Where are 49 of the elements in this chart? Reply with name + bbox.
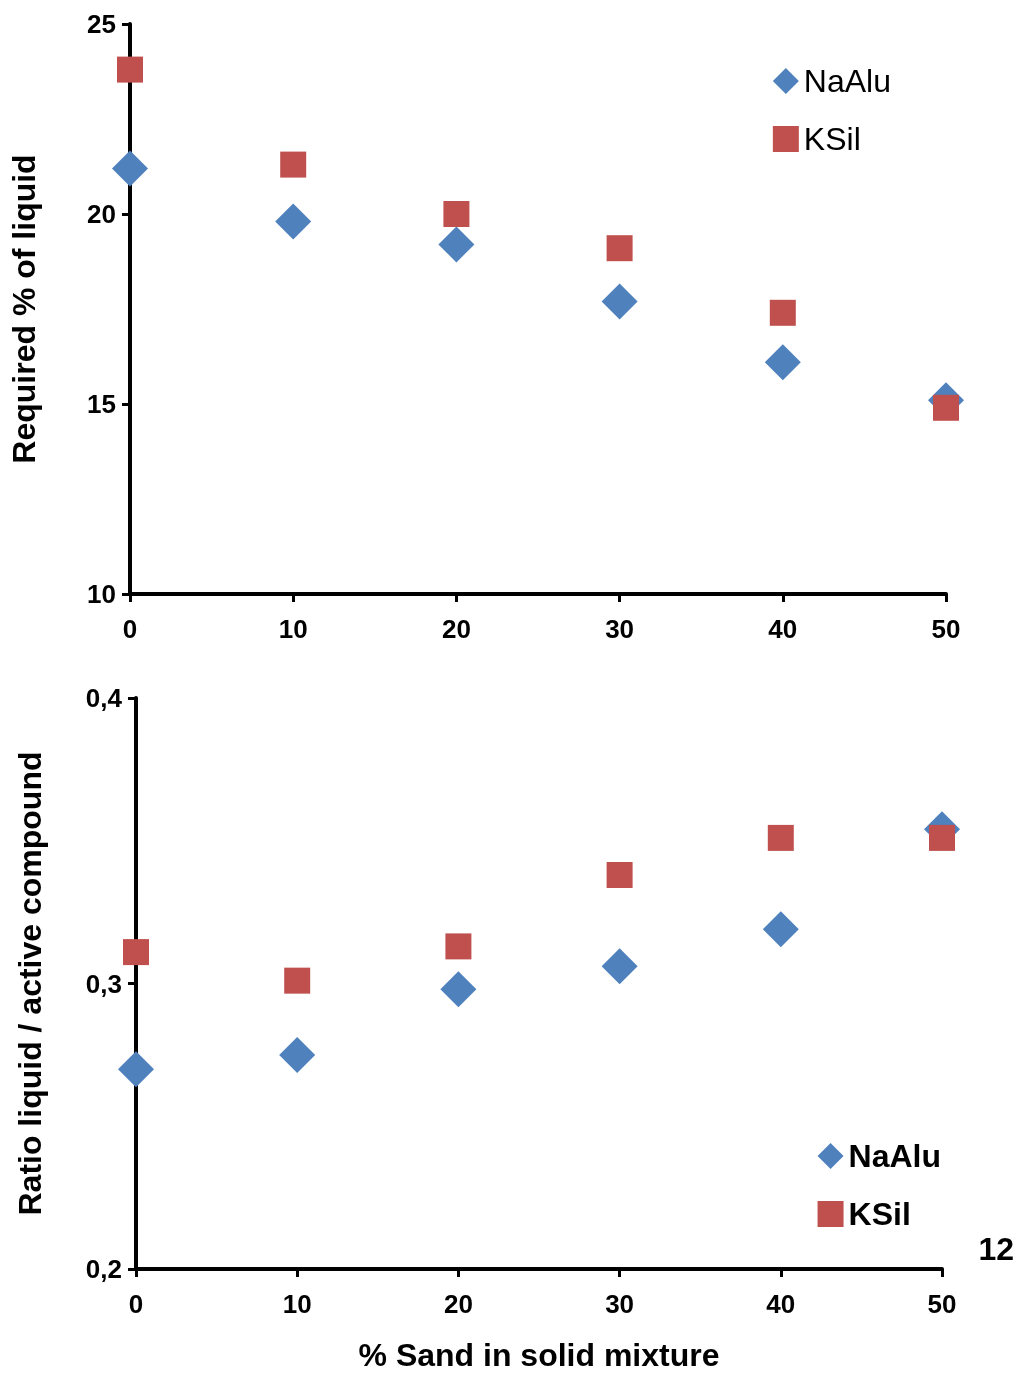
- point: [118, 1051, 154, 1088]
- y-tick-label: 25: [87, 9, 116, 39]
- legend-label: KSil: [803, 121, 861, 157]
- point: [933, 394, 959, 421]
- point: [764, 344, 801, 381]
- y-tick-label: 20: [87, 199, 116, 229]
- point: [769, 299, 796, 326]
- point: [275, 203, 312, 240]
- point: [601, 948, 638, 985]
- point: [117, 56, 143, 83]
- x-axis-title: % Sand in solid mixture: [358, 1337, 720, 1373]
- y-axis-title: Required % of liquid: [6, 154, 42, 464]
- x-tick-label: 50: [931, 614, 961, 644]
- point: [767, 824, 794, 851]
- point: [929, 824, 955, 851]
- point: [284, 967, 311, 994]
- x-tick-label: 20: [441, 614, 471, 644]
- x-tick-label: 0: [128, 1289, 144, 1319]
- point: [112, 150, 148, 187]
- point: [762, 911, 799, 948]
- y-tick-label: 0,4: [85, 683, 123, 713]
- x-tick-label: 30: [605, 1289, 635, 1319]
- x-tick-label: 20: [443, 1289, 473, 1319]
- x-tick-label: 0: [122, 614, 138, 644]
- x-tick-label: 30: [605, 614, 635, 644]
- point: [123, 939, 149, 966]
- point: [443, 201, 470, 227]
- point: [280, 151, 307, 178]
- x-tick-label: 50: [927, 1289, 957, 1319]
- point: [606, 235, 633, 262]
- y-tick-label: 10: [87, 579, 116, 609]
- text: 12: [978, 1231, 1014, 1267]
- legend-label: NaAlu: [803, 63, 891, 99]
- point: [438, 226, 475, 263]
- x-tick-label: 40: [766, 1289, 796, 1319]
- x-tick-label: 10: [278, 614, 308, 644]
- legend-label: KSil: [848, 1196, 911, 1232]
- y-axis-title: Ratio liquid / active compound: [12, 751, 48, 1216]
- point: [279, 1036, 316, 1073]
- x-tick-label: 10: [282, 1289, 312, 1319]
- y-tick-label: 15: [87, 389, 116, 419]
- y-tick-label: 0,2: [85, 1254, 122, 1284]
- point: [601, 283, 638, 320]
- x-tick-label: 40: [768, 614, 798, 644]
- point: [606, 862, 633, 889]
- point: [445, 933, 472, 960]
- legend-label: NaAlu: [848, 1138, 941, 1174]
- y-tick-label: 0,3: [85, 968, 122, 999]
- point: [440, 971, 477, 1008]
